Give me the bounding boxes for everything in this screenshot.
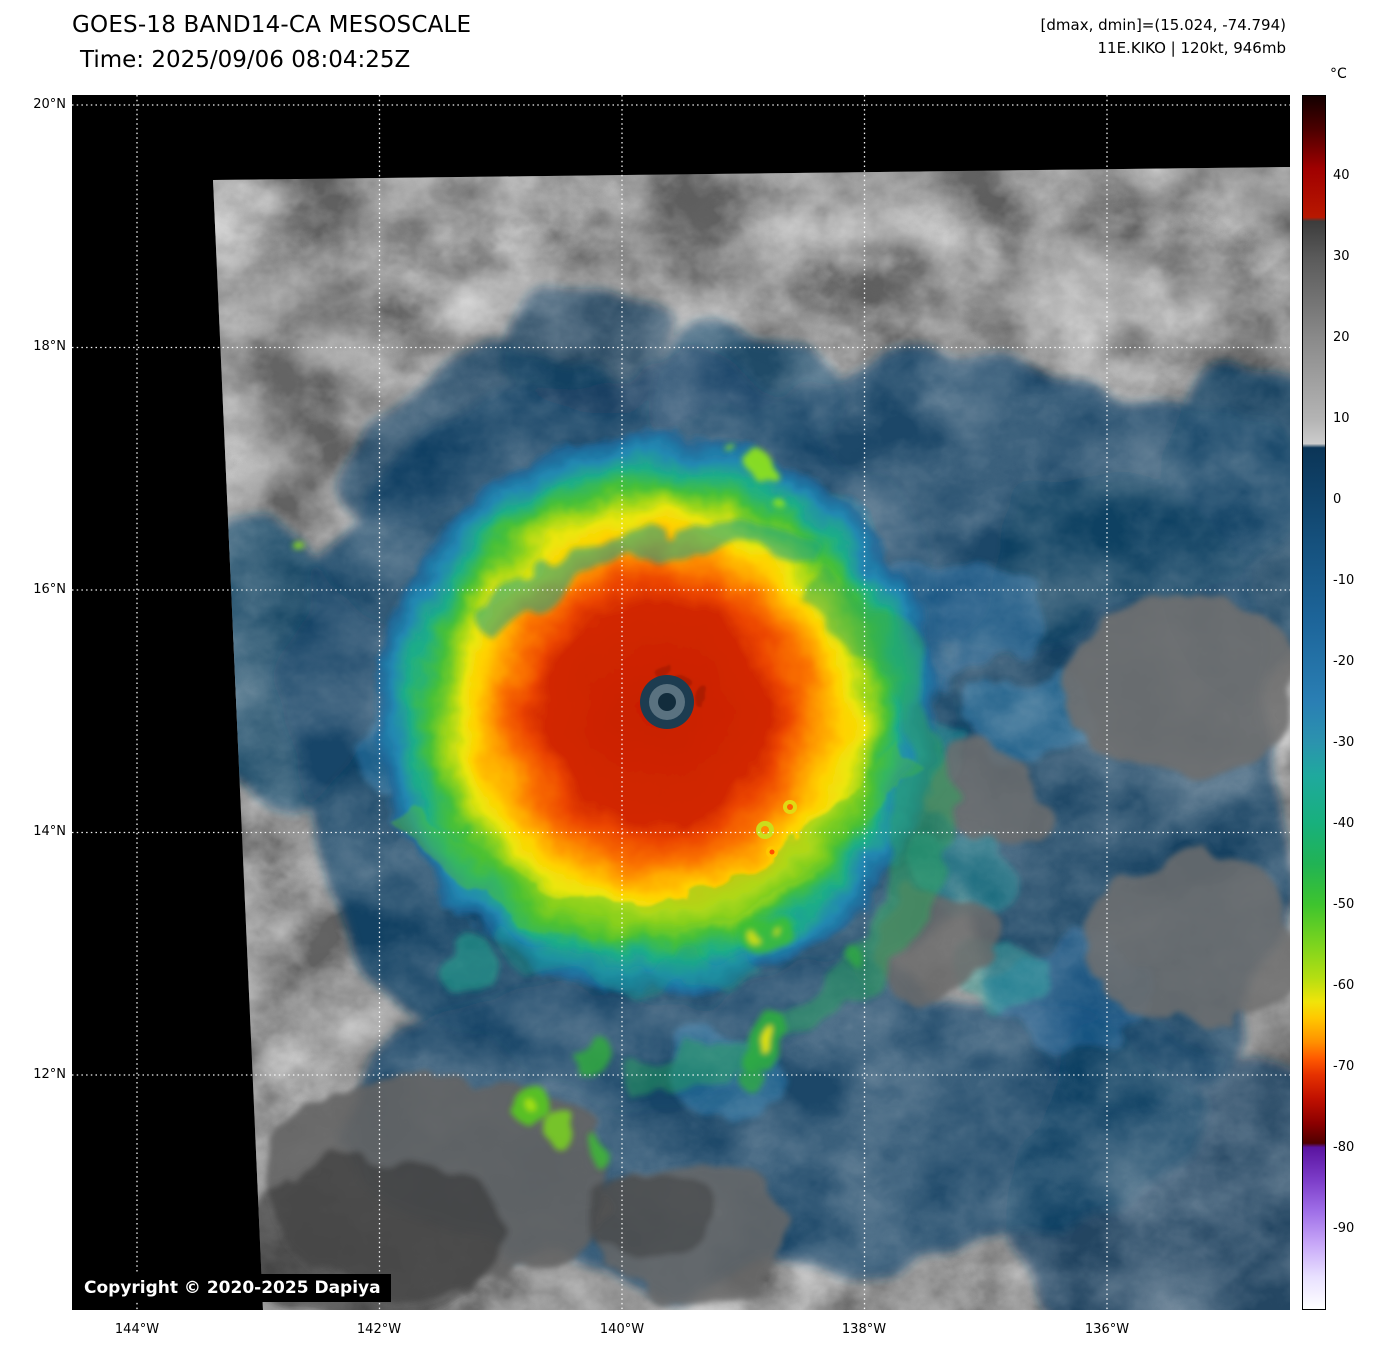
lat-tick-label: 18°N <box>33 339 66 354</box>
storm-info-label: 11E.KIKO | 120kt, 946mb <box>1097 39 1286 57</box>
hurricane <box>292 428 948 1173</box>
colorbar-tick-label: -70 <box>1333 1059 1355 1074</box>
convective-cells <box>292 446 861 1173</box>
colorbar-tick-label: -20 <box>1333 654 1355 669</box>
copyright-badge: Copyright © 2020-2025 Dapiya <box>74 1274 391 1302</box>
lat-tick-label: 16°N <box>33 582 66 597</box>
colorbar-tick-label: -10 <box>1333 573 1355 588</box>
lat-tick-label: 12°N <box>33 1067 66 1082</box>
lat-tick-label: 20°N <box>33 97 66 112</box>
colorbar-tick-label: 40 <box>1333 168 1350 183</box>
page-title: GOES-18 BAND14-CA MESOSCALE <box>72 12 472 38</box>
colorbar-tick-label: -80 <box>1333 1140 1355 1155</box>
hot-towers <box>756 800 797 858</box>
colorbar-tick-label: 0 <box>1333 492 1342 507</box>
colorbar-tick-label: -90 <box>1333 1221 1355 1236</box>
colorbar-unit-label: °C <box>1330 66 1347 82</box>
hurricane-eye <box>640 675 694 729</box>
colorbar-tick-label: 20 <box>1333 330 1350 345</box>
dmax-dmin-label: [dmax, dmin]=(15.024, -74.794) <box>1040 16 1286 34</box>
colorbar-tick-label: -40 <box>1333 816 1355 831</box>
colorbar-gradient <box>1302 95 1326 1310</box>
lon-tick-label: 144°W <box>114 1322 160 1337</box>
timestamp-label: Time: 2025/09/06 08:04:25Z <box>80 47 411 73</box>
lon-tick-label: 140°W <box>599 1322 645 1337</box>
map-plot: Copyright © 2020-2025 Dapiya <box>72 95 1290 1310</box>
lon-tick-label: 142°W <box>356 1322 402 1337</box>
lat-lon-grid <box>72 95 1290 1310</box>
lon-tick-label: 138°W <box>841 1322 887 1337</box>
colorbar-tick-label: -30 <box>1333 735 1355 750</box>
lat-tick-label: 14°N <box>33 824 66 839</box>
colorbar-tick-label: -60 <box>1333 978 1355 993</box>
lon-tick-label: 136°W <box>1084 1322 1130 1337</box>
colorbar-tick-label: -50 <box>1333 897 1355 912</box>
colorbar-tick-label: 30 <box>1333 249 1350 264</box>
colorbar-tick-label: 10 <box>1333 411 1350 426</box>
satellite-image <box>72 95 1290 1310</box>
satellite-swath <box>213 167 1290 1310</box>
